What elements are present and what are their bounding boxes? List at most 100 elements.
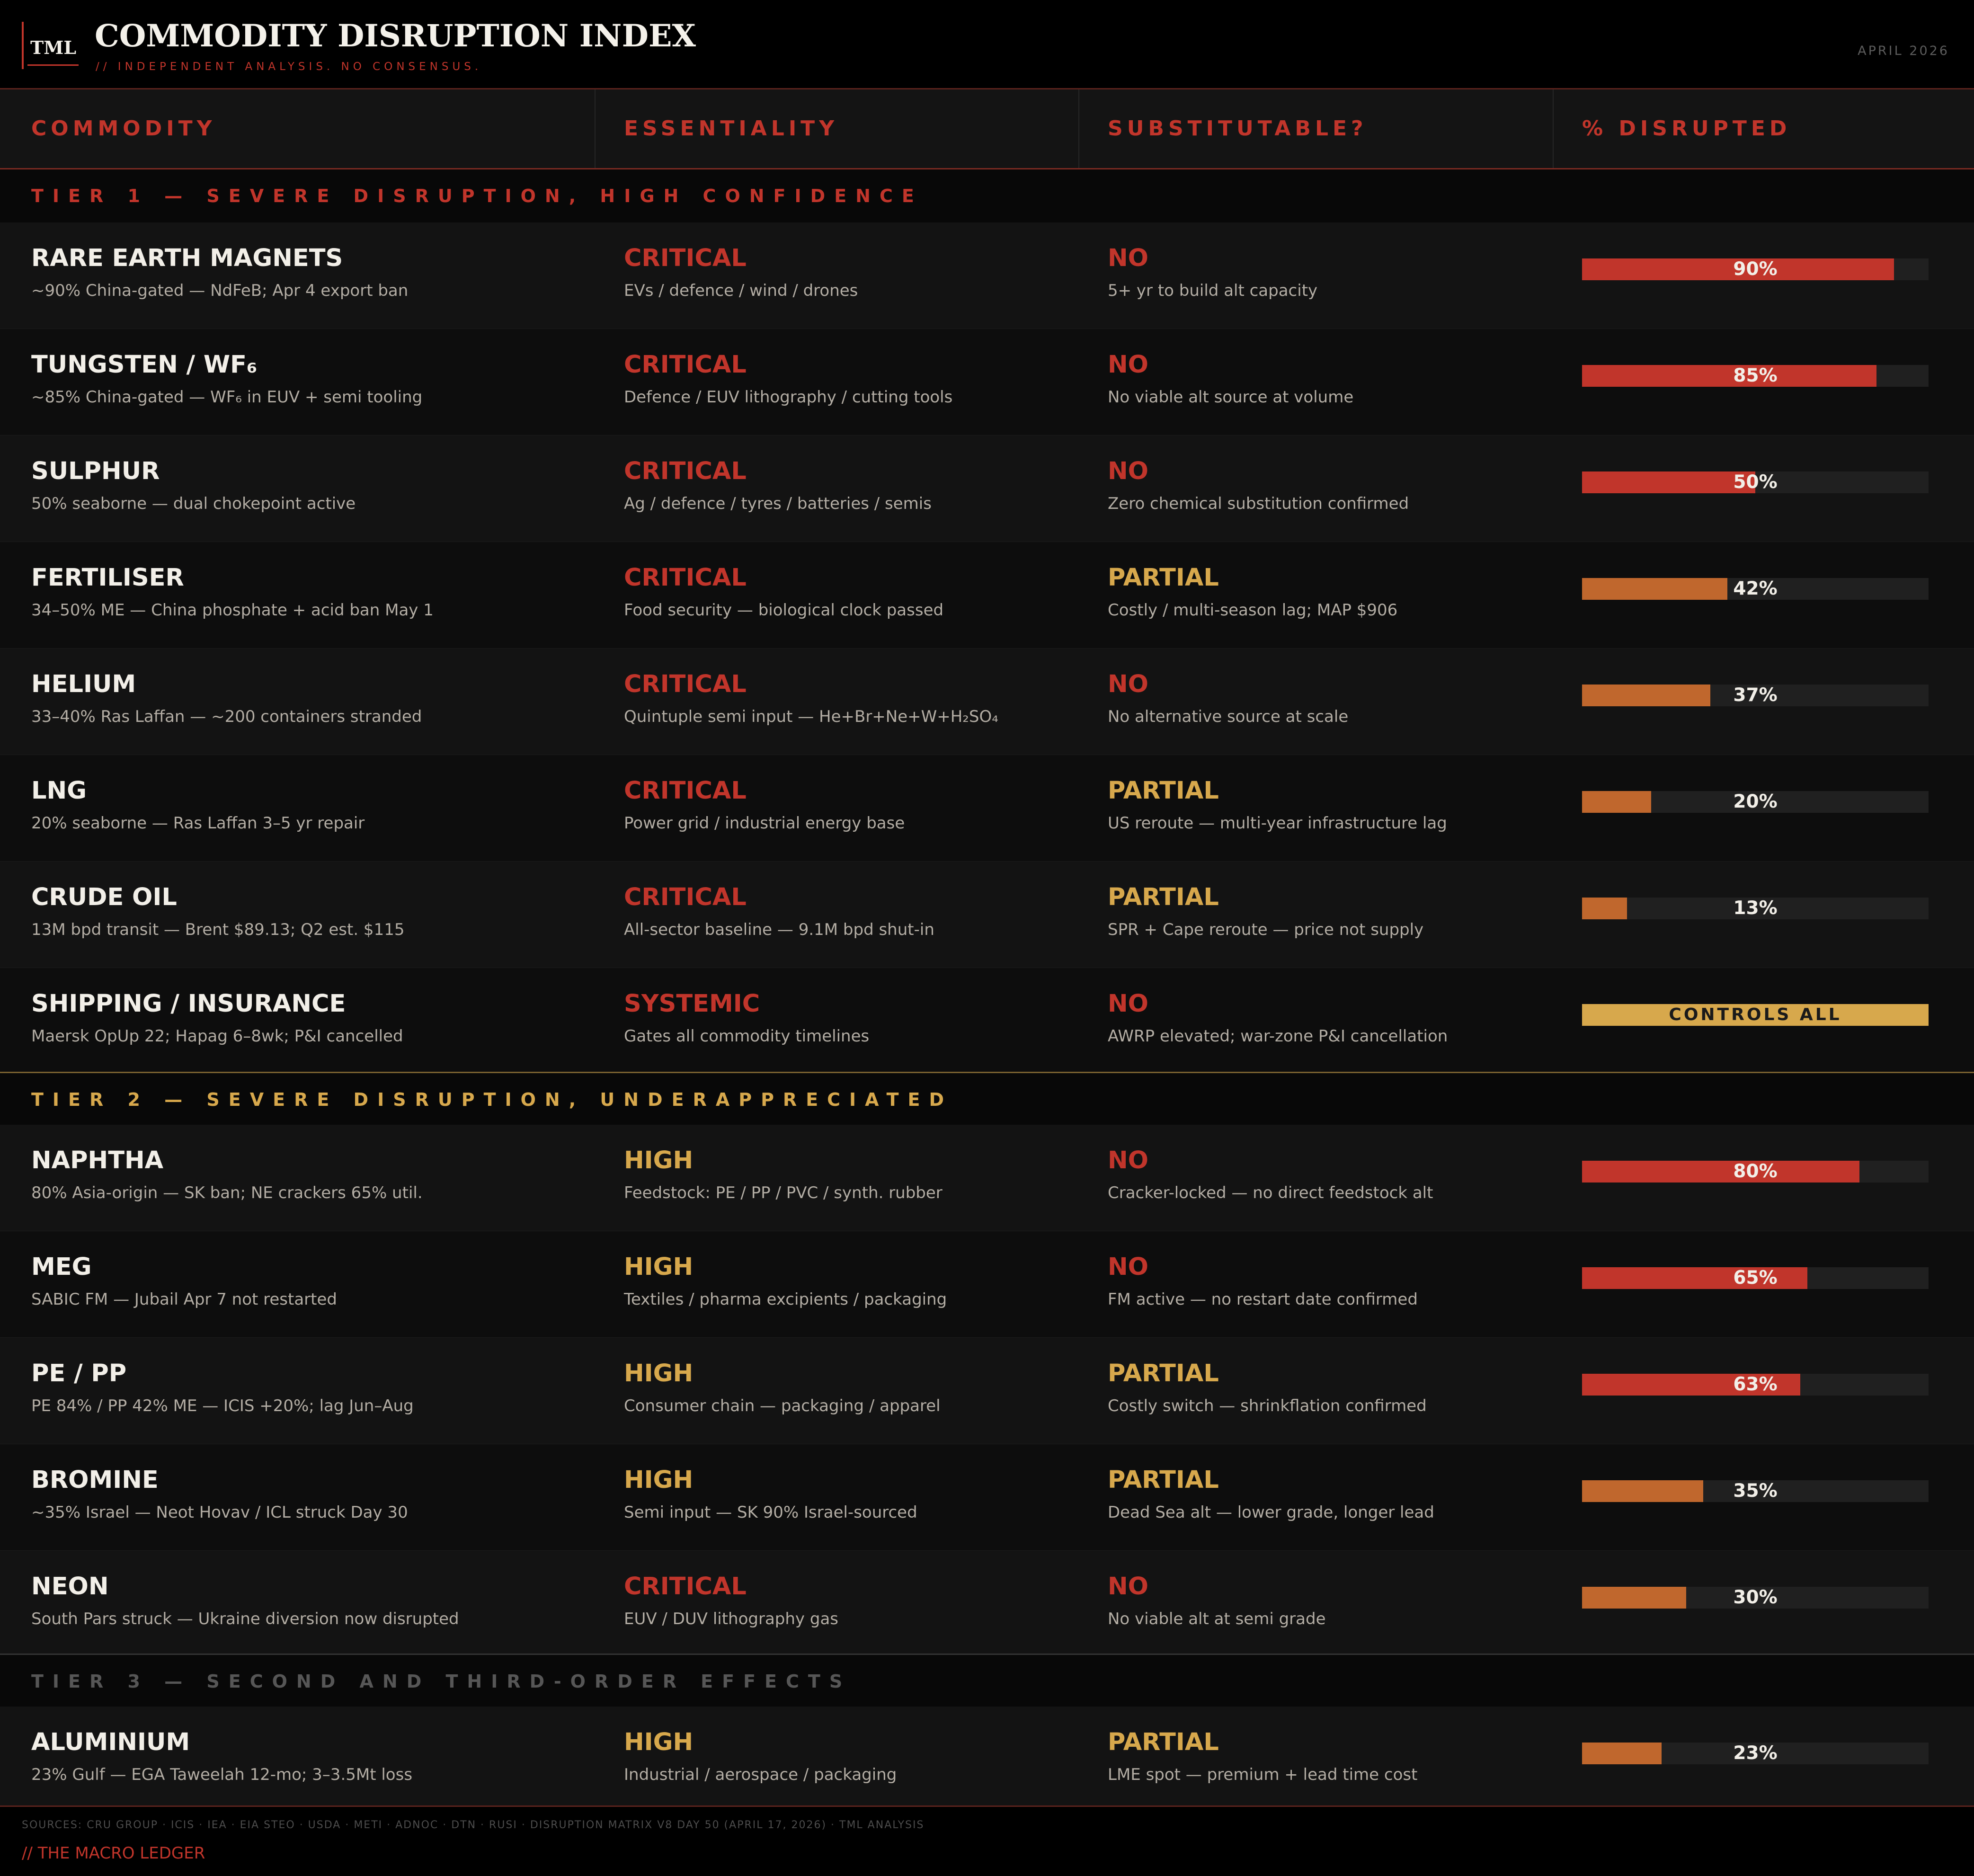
- commodity-detail: South Pars struck — Ukraine diversion no…: [31, 1609, 459, 1628]
- tier-heading: TIER 2 — SEVERE DISRUPTION, UNDERAPPRECI…: [0, 1072, 1974, 1126]
- column-header-disrupted: % DISRUPTED: [1582, 116, 1791, 141]
- page-subtitle: // INDEPENDENT ANALYSIS. NO CONSENSUS.: [96, 61, 482, 73]
- commodity-detail: 13M bpd transit — Brent $89.13; Q2 est. …: [31, 920, 405, 939]
- substitutable-cell: NO No alternative source at scale: [1108, 649, 1562, 755]
- disruption-bar-fill: [1582, 1374, 1801, 1396]
- table-row[interactable]: BROMINE ~35% Israel — Neot Hovav / ICL st…: [0, 1444, 1974, 1551]
- commodity-cell: RARE EARTH MAGNETS ~90% China-gated — NdF…: [31, 222, 590, 329]
- substitutable-detail: Costly switch — shrinkflation confirmed: [1108, 1396, 1427, 1415]
- column-divider: [1078, 89, 1079, 168]
- page-header: TML COMMODITY DISRUPTION INDEX // INDEPE…: [0, 0, 1974, 89]
- essentiality-value: CRITICAL: [624, 564, 747, 592]
- substitutable-cell: PARTIAL US reroute — multi-year infrastru…: [1108, 755, 1562, 861]
- column-header-essentiality: ESSENTIALITY: [624, 116, 839, 141]
- disruption-bar-fill: [1582, 471, 1755, 493]
- commodity-detail: 34–50% ME — China phosphate + acid ban M…: [31, 601, 434, 620]
- tier-heading: TIER 1 — SEVERE DISRUPTION, HIGH CONFIDE…: [0, 169, 1974, 222]
- tier-label: TIER 1 — SEVERE DISRUPTION, HIGH CONFIDE…: [31, 186, 923, 206]
- table-row[interactable]: NAPHTHA 80% Asia-origin — SK ban; NE crac…: [0, 1125, 1974, 1232]
- disruption-bar: 13%: [1582, 898, 1929, 919]
- table-row[interactable]: MEG SABIC FM — Jubail Apr 7 not restarted…: [0, 1231, 1974, 1338]
- column-header-substitutable: SUBSTITUTABLE?: [1108, 116, 1368, 141]
- report-date: APRIL 2026: [1858, 44, 1949, 58]
- essentiality-cell: HIGH Feedstock: PE / PP / PVC / synth. ru…: [624, 1125, 1078, 1231]
- commodity-name: FERTILISER: [31, 564, 184, 592]
- commodity-name: CRUDE OIL: [31, 883, 177, 911]
- logo-accent-rule: [22, 22, 24, 69]
- commodity-cell: NAPHTHA 80% Asia-origin — SK ban; NE crac…: [31, 1125, 590, 1231]
- essentiality-detail: Feedstock: PE / PP / PVC / synth. rubber: [624, 1183, 943, 1202]
- commodity-detail: 50% seaborne — dual chokepoint active: [31, 494, 356, 513]
- essentiality-detail: Food security — biological clock passed: [624, 601, 944, 620]
- substitutable-value: NO: [1108, 670, 1149, 698]
- substitutable-value: PARTIAL: [1108, 1466, 1219, 1494]
- disruption-percent-label: 42%: [1733, 578, 1778, 599]
- disruption-bar-fill: [1582, 258, 1894, 280]
- disruption-cell: 50%: [1582, 436, 1929, 542]
- substitutable-cell: PARTIAL SPR + Cape reroute — price not su…: [1108, 862, 1562, 968]
- disruption-cell: 42%: [1582, 542, 1929, 648]
- table-row[interactable]: NEON South Pars struck — Ukraine diversio…: [0, 1551, 1974, 1658]
- tier-heading: TIER 3 — SECOND AND THIRD-ORDER EFFECTS: [0, 1654, 1974, 1708]
- table-row[interactable]: LNG 20% seaborne — Ras Laffan 3–5 yr repa…: [0, 755, 1974, 862]
- substitutable-detail: Costly / multi-season lag; MAP $906: [1108, 601, 1398, 620]
- column-header-row: COMMODITY ESSENTIALITY SUBSTITUTABLE? % …: [0, 89, 1974, 169]
- table-row[interactable]: RARE EARTH MAGNETS ~90% China-gated — NdF…: [0, 222, 1974, 329]
- disruption-bar-fill: [1582, 898, 1627, 919]
- disruption-percent-label: 63%: [1733, 1374, 1778, 1395]
- essentiality-detail: Consumer chain — packaging / apparel: [624, 1396, 941, 1415]
- disruption-percent-label: 90%: [1733, 258, 1778, 280]
- disruption-percent-label: 80%: [1733, 1161, 1778, 1182]
- sources-line: SOURCES: CRU GROUP · ICIS · IEA · EIA ST…: [22, 1819, 925, 1831]
- essentiality-cell: CRITICAL Ag / defence / tyres / batteries…: [624, 436, 1078, 542]
- commodity-name: SHIPPING / INSURANCE: [31, 990, 346, 1018]
- disruption-percent-label: 35%: [1733, 1480, 1778, 1502]
- table-row[interactable]: PE / PP PE 84% / PP 42% ME — ICIS +20%; l…: [0, 1338, 1974, 1445]
- essentiality-cell: CRITICAL EUV / DUV lithography gas: [624, 1551, 1078, 1657]
- commodity-cell: PE / PP PE 84% / PP 42% ME — ICIS +20%; l…: [31, 1338, 590, 1444]
- commodity-cell: NEON South Pars struck — Ukraine diversio…: [31, 1551, 590, 1657]
- commodity-name: MEG: [31, 1253, 92, 1281]
- essentiality-cell: CRITICAL Defence / EUV lithography / cutt…: [624, 329, 1078, 435]
- table-row[interactable]: FERTILISER 34–50% ME — China phosphate + …: [0, 542, 1974, 649]
- commodity-cell: CRUDE OIL 13M bpd transit — Brent $89.13;…: [31, 862, 590, 968]
- disruption-bar: 37%: [1582, 685, 1929, 706]
- table-row[interactable]: ALUMINIUM 23% Gulf — EGA Taweelah 12-mo; …: [0, 1707, 1974, 1814]
- disruption-bar-fill: [1582, 1161, 1859, 1183]
- tier-label: TIER 3 — SECOND AND THIRD-ORDER EFFECTS: [31, 1671, 852, 1692]
- disruption-bar: 20%: [1582, 791, 1929, 813]
- essentiality-value: CRITICAL: [624, 777, 747, 805]
- essentiality-value: CRITICAL: [624, 670, 747, 698]
- commodity-name: ALUMINIUM: [31, 1728, 190, 1756]
- brand-link[interactable]: // THE MACRO LEDGER: [22, 1844, 205, 1863]
- substitutable-value: PARTIAL: [1108, 883, 1219, 911]
- commodity-detail: ~85% China-gated — WF₆ in EUV + semi too…: [31, 388, 423, 407]
- table-row[interactable]: SULPHUR 50% seaborne — dual chokepoint ac…: [0, 436, 1974, 542]
- substitutable-detail: No alternative source at scale: [1108, 707, 1349, 726]
- page-footer: SOURCES: CRU GROUP · ICIS · IEA · EIA ST…: [0, 1805, 1974, 1876]
- substitutable-value: NO: [1108, 244, 1149, 272]
- column-header-commodity: COMMODITY: [31, 116, 216, 141]
- table-row[interactable]: CRUDE OIL 13M bpd transit — Brent $89.13;…: [0, 862, 1974, 969]
- essentiality-cell: CRITICAL All-sector baseline — 9.1M bpd s…: [624, 862, 1078, 968]
- table-row[interactable]: SHIPPING / INSURANCE Maersk OpUp 22; Hapa…: [0, 968, 1974, 1075]
- essentiality-detail: Industrial / aerospace / packaging: [624, 1765, 897, 1784]
- table-row[interactable]: TUNGSTEN / WF₆ ~85% China-gated — WF₆ in …: [0, 329, 1974, 436]
- essentiality-detail: Ag / defence / tyres / batteries / semis: [624, 494, 932, 513]
- essentiality-detail: Quintuple semi input — He+Br+Ne+W+H₂SO₄: [624, 707, 998, 726]
- essentiality-detail: Gates all commodity timelines: [624, 1027, 870, 1046]
- commodity-cell: SHIPPING / INSURANCE Maersk OpUp 22; Hapa…: [31, 968, 590, 1074]
- substitutable-value: PARTIAL: [1108, 1728, 1219, 1756]
- column-divider: [595, 89, 596, 168]
- essentiality-cell: HIGH Textiles / pharma excipients / packa…: [624, 1231, 1078, 1337]
- disruption-percent-label: 30%: [1733, 1587, 1778, 1608]
- disruption-cell: 80%: [1582, 1125, 1929, 1231]
- substitutable-cell: NO FM active — no restart date confirmed: [1108, 1231, 1562, 1337]
- substitutable-detail: FM active — no restart date confirmed: [1108, 1290, 1418, 1309]
- substitutable-detail: AWRP elevated; war-zone P&I cancellation: [1108, 1027, 1448, 1046]
- table-row[interactable]: HELIUM 33–40% Ras Laffan — ~200 container…: [0, 649, 1974, 756]
- essentiality-cell: HIGH Industrial / aerospace / packaging: [624, 1707, 1078, 1813]
- essentiality-value: HIGH: [624, 1466, 694, 1494]
- commodity-cell: ALUMINIUM 23% Gulf — EGA Taweelah 12-mo; …: [31, 1707, 590, 1813]
- disruption-bar-fill: [1582, 1004, 1929, 1026]
